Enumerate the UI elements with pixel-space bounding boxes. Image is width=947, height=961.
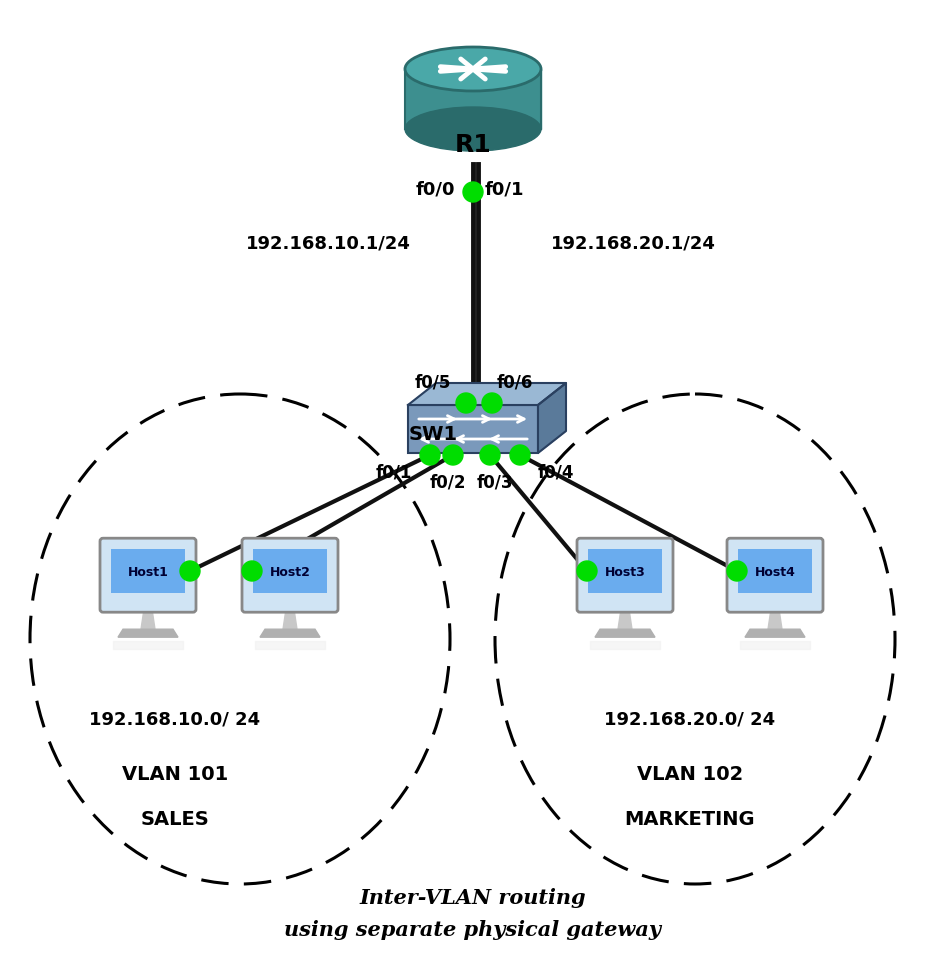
Circle shape (180, 561, 200, 581)
Text: Host3: Host3 (604, 565, 645, 579)
Text: SW1: SW1 (408, 425, 457, 444)
Text: Inter-VLAN routing: Inter-VLAN routing (360, 887, 586, 907)
FancyBboxPatch shape (100, 538, 196, 612)
FancyBboxPatch shape (408, 406, 538, 454)
Text: using separate physical gateway: using separate physical gateway (284, 919, 662, 939)
FancyBboxPatch shape (588, 550, 662, 594)
Text: f0/2: f0/2 (430, 474, 466, 491)
FancyBboxPatch shape (242, 538, 338, 612)
Circle shape (420, 446, 440, 465)
Circle shape (482, 394, 502, 413)
Text: Host4: Host4 (755, 565, 795, 579)
Polygon shape (405, 70, 541, 130)
Polygon shape (255, 642, 325, 650)
Polygon shape (595, 629, 655, 637)
Polygon shape (745, 629, 805, 637)
Polygon shape (768, 609, 782, 629)
Circle shape (577, 561, 597, 581)
Polygon shape (538, 383, 566, 454)
Circle shape (480, 446, 500, 465)
Text: MARKETING: MARKETING (625, 810, 756, 828)
Text: VLAN 102: VLAN 102 (637, 765, 743, 783)
Text: R1: R1 (455, 133, 491, 157)
Text: Host2: Host2 (270, 565, 311, 579)
Polygon shape (618, 609, 632, 629)
Text: f0/5: f0/5 (415, 374, 451, 391)
FancyBboxPatch shape (253, 550, 327, 594)
Polygon shape (740, 642, 810, 650)
Polygon shape (408, 383, 566, 406)
Text: 192.168.10.1/24: 192.168.10.1/24 (245, 234, 410, 252)
Text: SALES: SALES (140, 810, 209, 828)
Text: VLAN 101: VLAN 101 (122, 765, 228, 783)
Text: f0/1: f0/1 (376, 463, 412, 481)
Polygon shape (260, 629, 320, 637)
Circle shape (463, 183, 483, 203)
Text: f0/4: f0/4 (538, 463, 575, 481)
Circle shape (727, 561, 747, 581)
Circle shape (242, 561, 262, 581)
FancyBboxPatch shape (727, 538, 823, 612)
Text: f0/6: f0/6 (497, 374, 533, 391)
Text: 192.168.20.0/ 24: 192.168.20.0/ 24 (604, 710, 776, 728)
Polygon shape (141, 609, 155, 629)
Text: f0/3: f0/3 (476, 474, 513, 491)
Text: Host1: Host1 (128, 565, 169, 579)
Text: f0/1: f0/1 (485, 180, 525, 198)
Polygon shape (113, 642, 183, 650)
Ellipse shape (405, 108, 541, 152)
Circle shape (456, 394, 476, 413)
FancyBboxPatch shape (577, 538, 673, 612)
Ellipse shape (405, 48, 541, 92)
Text: 192.168.10.0/ 24: 192.168.10.0/ 24 (89, 710, 260, 728)
Polygon shape (283, 609, 297, 629)
FancyBboxPatch shape (738, 550, 812, 594)
FancyBboxPatch shape (111, 550, 185, 594)
Text: f0/0: f0/0 (416, 180, 455, 198)
Text: 192.168.20.1/24: 192.168.20.1/24 (550, 234, 715, 252)
Circle shape (443, 446, 463, 465)
Polygon shape (590, 642, 660, 650)
Polygon shape (118, 629, 178, 637)
Circle shape (510, 446, 530, 465)
